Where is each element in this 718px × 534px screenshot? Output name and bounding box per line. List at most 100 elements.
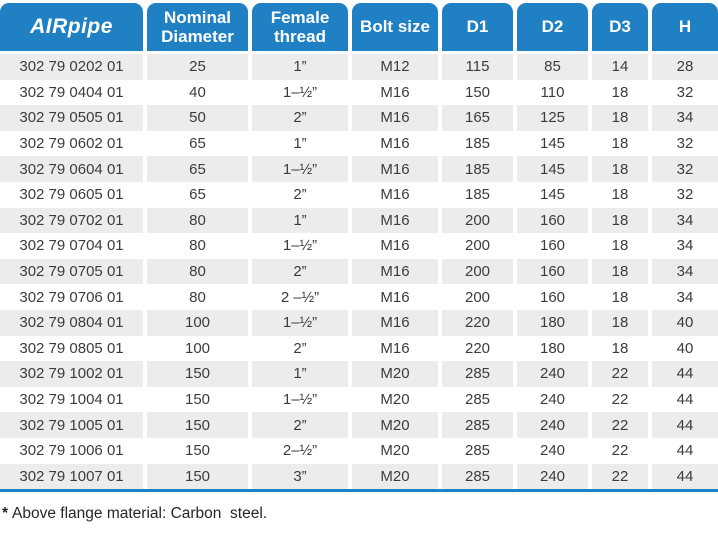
- table-cell: 34: [676, 288, 694, 306]
- table-cell: 302 79 0602 01: [19, 135, 124, 153]
- table-body: 302 79 0202 01 25 1” M12 115 85 14 28 302 79 040…: [0, 54, 718, 490]
- table-row: 302 79 0602 01 65 1” M16 185 145 18 32: [0, 131, 718, 157]
- table-cell: 2”: [293, 339, 307, 357]
- table-cell: 240: [539, 391, 566, 409]
- table-cell: 180: [539, 339, 566, 357]
- table-cell: 50: [147, 105, 248, 131]
- table-row: 302 79 0404 01 40 1–½” M16 150 110 18 32: [0, 80, 718, 106]
- table-cell: 2”: [252, 258, 348, 285]
- table-cell: 40: [676, 339, 694, 357]
- table-cell: 32: [652, 156, 718, 182]
- table-row: 302 79 0605 01 65 2” M16 185 145 18 32: [0, 182, 718, 208]
- table-cell: 44: [652, 361, 718, 387]
- table-cell: M20: [352, 463, 438, 490]
- table-cell: 34: [652, 207, 718, 234]
- table-cell: 115: [442, 54, 513, 80]
- table-cell: 285: [442, 361, 513, 387]
- table-cell: 160: [539, 288, 566, 306]
- table-cell: 44: [652, 463, 718, 490]
- table-cell: 200: [442, 258, 513, 285]
- table-cell: 150: [147, 361, 248, 387]
- table-row: 302 79 1005 01 150 2” M20 285 240 22 44: [0, 412, 718, 438]
- table-cell: 285: [442, 412, 513, 438]
- table-row: 302 79 0202 01 25 1” M12 115 85 14 28: [0, 54, 718, 80]
- table-cell: 200: [464, 237, 491, 255]
- table-cell: 32: [676, 83, 694, 101]
- table-cell: 65: [189, 135, 206, 153]
- table-cell: 1–½”: [282, 391, 318, 409]
- table-row: 302 79 0706 01 80 2 –½” M16 200 160 18 34: [0, 284, 718, 310]
- table-cell: M16: [380, 135, 410, 153]
- table-cell: 160: [517, 258, 588, 285]
- table-cell: 185: [442, 156, 513, 182]
- table-cell: 2”: [252, 105, 348, 131]
- table-cell: 302 79 0404 01: [19, 83, 124, 101]
- table-cell: 1–½”: [282, 237, 318, 255]
- table-cell: 2–½”: [282, 442, 318, 460]
- table-cell: 18: [611, 135, 629, 153]
- table-cell: 2 –½”: [280, 288, 320, 306]
- table-cell: 150: [147, 412, 248, 438]
- table-cell: 220: [442, 309, 513, 336]
- table-cell: 18: [592, 207, 648, 234]
- table-cell: 302 79 0605 01: [19, 186, 124, 204]
- table-cell: 145: [539, 186, 566, 204]
- table-cell: 65: [189, 186, 206, 204]
- table-cell: 40: [652, 309, 718, 336]
- table-cell: 302 79 0705 01: [0, 258, 143, 285]
- table-cell: 40: [189, 83, 206, 101]
- table-cell: 285: [442, 463, 513, 490]
- table-cell: M12: [352, 54, 438, 80]
- column-header-d3: D3: [592, 3, 648, 51]
- table-cell: 1–½”: [252, 156, 348, 182]
- table-row: 302 79 1002 01 150 1” M20 285 240 22 44: [0, 361, 718, 387]
- table-cell: 160: [517, 207, 588, 234]
- table-row: 302 79 0704 01 80 1–½” M16 200 160 18 34: [0, 233, 718, 259]
- table-cell: 1”: [252, 207, 348, 234]
- table-cell: M16: [380, 186, 410, 204]
- table-cell: 44: [676, 391, 694, 409]
- table-cell: 302 79 0505 01: [0, 105, 143, 131]
- table-row: 302 79 0505 01 50 2” M16 165 125 18 34: [0, 105, 718, 131]
- table-cell: 1”: [293, 135, 307, 153]
- table-cell: M16: [352, 309, 438, 336]
- table-cell: 25: [147, 54, 248, 80]
- table-row: 302 79 0805 01 100 2” M16 220 180 18 40: [0, 336, 718, 362]
- footnote-text: Above flange material: Carbon steel.: [12, 505, 268, 523]
- column-header-d2: D2: [517, 3, 588, 51]
- table-cell: 22: [592, 463, 648, 490]
- table-cell: 1”: [252, 361, 348, 387]
- table-cell: 240: [517, 361, 588, 387]
- table-cell: 18: [611, 186, 629, 204]
- table-cell: 80: [147, 258, 248, 285]
- table-cell: 302 79 0704 01: [19, 237, 124, 255]
- table-row: 302 79 1004 01 150 1–½” M20 285 240 22 44: [0, 387, 718, 413]
- table-cell: 302 79 0804 01: [0, 309, 143, 336]
- table-cell: M16: [380, 83, 410, 101]
- table-cell: 165: [442, 105, 513, 131]
- footnote: * Above flange material: Carbon steel.: [2, 505, 718, 523]
- footnote-asterisk: *: [2, 505, 9, 523]
- table-cell: 285: [464, 391, 491, 409]
- table-cell: M20: [380, 442, 410, 460]
- table-cell: 302 79 0702 01: [0, 207, 143, 234]
- table-row: 302 79 0702 01 80 1” M16 200 160 18 34: [0, 207, 718, 234]
- table-cell: M16: [352, 105, 438, 131]
- table-cell: 240: [517, 412, 588, 438]
- table-cell: M16: [352, 207, 438, 234]
- table-cell: 80: [189, 237, 206, 255]
- table-cell: M20: [352, 361, 438, 387]
- brand-logo: AIRpipe: [0, 3, 143, 51]
- table-cell: M16: [380, 288, 410, 306]
- table-cell: 150: [147, 463, 248, 490]
- table-row: 302 79 1007 01 150 3” M20 285 240 22 44: [0, 463, 718, 490]
- table-cell: 145: [539, 135, 566, 153]
- table-cell: 100: [147, 309, 248, 336]
- table-cell: 34: [652, 105, 718, 131]
- table-cell: 302 79 0706 01: [19, 288, 124, 306]
- table-cell: 22: [592, 361, 648, 387]
- table-cell: 22: [592, 412, 648, 438]
- table-cell: 18: [592, 156, 648, 182]
- table-cell: 240: [517, 463, 588, 490]
